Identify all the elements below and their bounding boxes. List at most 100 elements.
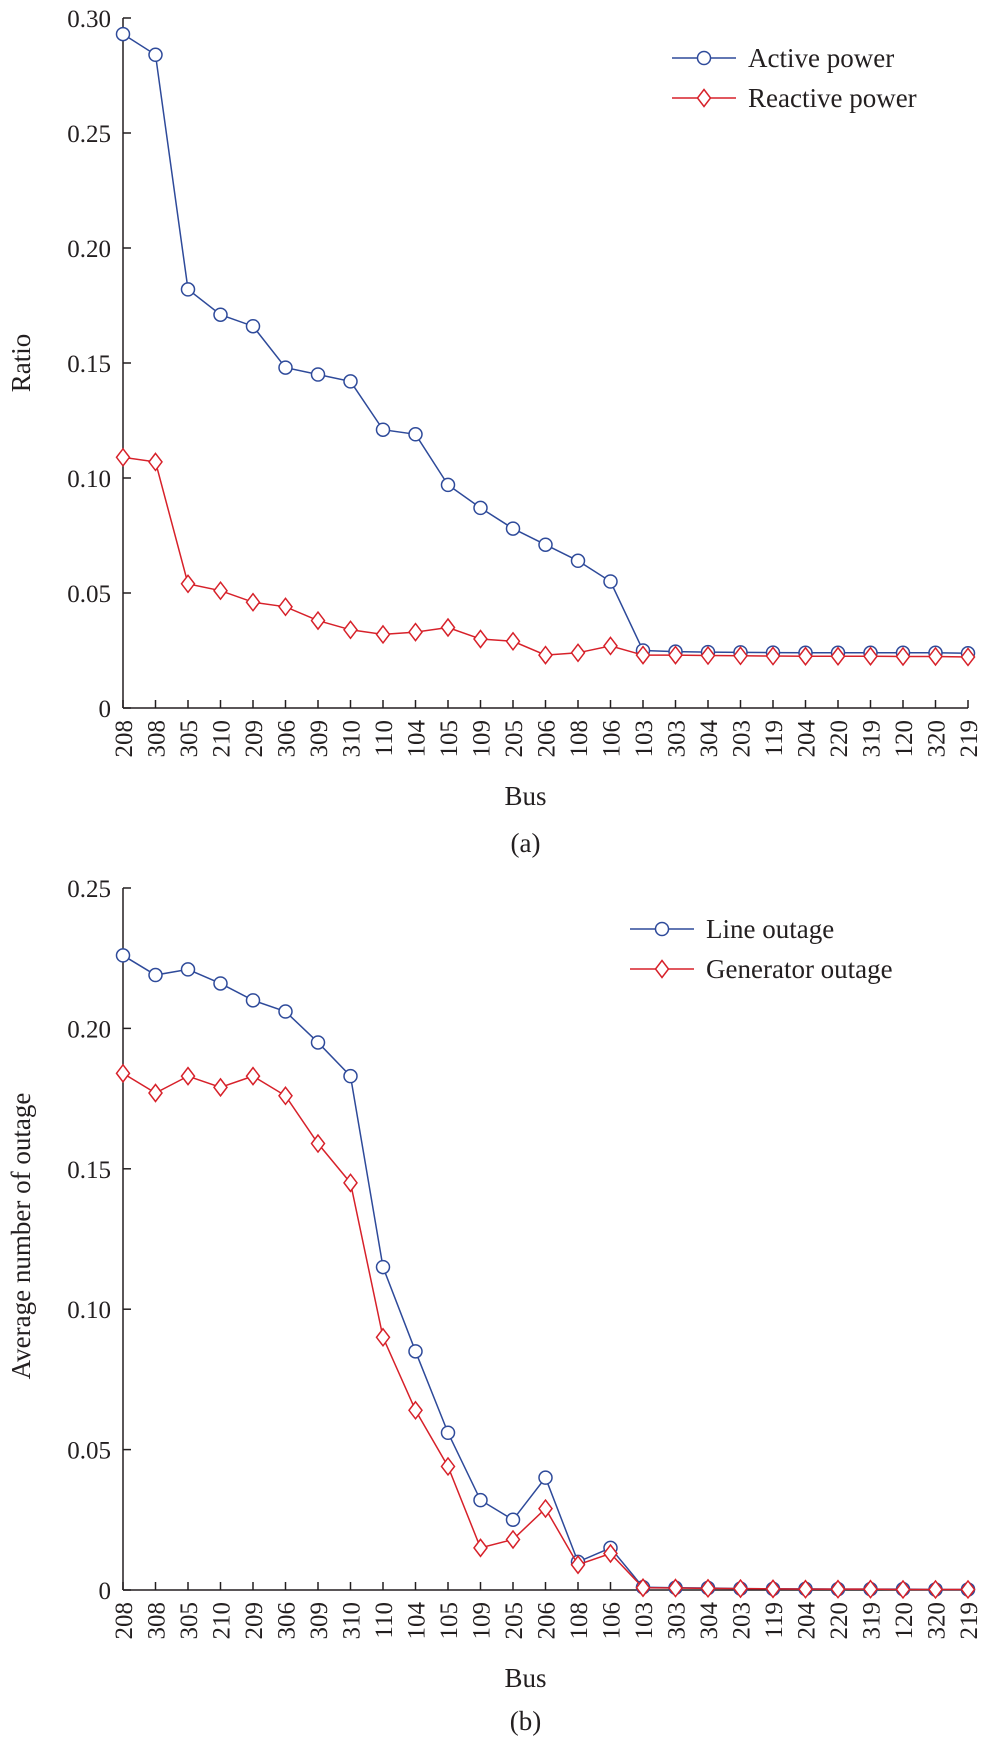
data-point (603, 574, 618, 589)
data-point (245, 318, 261, 334)
x-tick-label: 305 (176, 1602, 203, 1640)
x-tick-label: 205 (501, 1602, 528, 1640)
series-line-0 (122, 954, 968, 1591)
x-tick-label: 103 (631, 720, 658, 758)
data-point (570, 643, 586, 663)
data-point (343, 1068, 358, 1084)
data-point (278, 597, 293, 617)
y-axis-title: Ratio (6, 334, 36, 393)
x-tick-label: 303 (664, 1602, 691, 1640)
data-point (928, 646, 943, 667)
data-point (538, 645, 553, 665)
chart-caption: (b) (510, 1706, 541, 1736)
data-point (733, 646, 748, 666)
data-point (960, 647, 976, 667)
x-tick-label: 304 (696, 1602, 723, 1640)
data-point (180, 962, 196, 977)
x-tick-label: 208 (111, 1602, 138, 1640)
data-point (278, 1004, 293, 1019)
data-point (798, 646, 813, 666)
x-tick-label: 320 (924, 1602, 951, 1640)
data-point (733, 1578, 748, 1599)
data-point (375, 624, 391, 645)
y-axis-title: Average number of outage (6, 1093, 36, 1380)
data-point (115, 447, 131, 468)
data-point (603, 636, 618, 656)
data-point (700, 645, 716, 666)
data-point (278, 360, 293, 375)
x-tick-label: 219 (956, 1602, 983, 1640)
chart-caption: (a) (511, 828, 541, 858)
data-point (505, 521, 521, 536)
x-tick-label: 209 (241, 720, 268, 758)
data-point (245, 993, 261, 1008)
data-point (960, 1579, 976, 1600)
data-point (148, 47, 163, 63)
legend-marker (654, 959, 670, 979)
data-point (115, 948, 131, 963)
data-point (668, 645, 683, 665)
x-tick-label: 109 (469, 720, 496, 758)
legend-label: Line outage (706, 914, 834, 944)
x-tick-label: 203 (729, 720, 756, 758)
x-tick-label: 109 (469, 1602, 496, 1640)
y-tick-label: 0.25 (67, 876, 111, 903)
x-tick-label: 308 (144, 720, 171, 758)
data-point (440, 617, 456, 638)
data-point (213, 307, 228, 322)
data-point (343, 1173, 358, 1193)
data-point (765, 646, 781, 666)
data-point (180, 1066, 196, 1086)
x-tick-label: 204 (794, 720, 821, 758)
data-point (310, 367, 326, 382)
y-tick-label: 0.20 (67, 236, 111, 263)
y-tick-label: 0.30 (67, 6, 111, 33)
data-point (375, 422, 391, 437)
y-tick-label: 0.25 (67, 121, 111, 148)
x-tick-label: 206 (534, 720, 561, 758)
x-tick-label: 119 (761, 720, 788, 757)
y-tick-label: 0 (99, 1578, 112, 1605)
data-point (830, 646, 846, 666)
chart-a: 0 0.05 0.10 0.15 0.20 0.25 0.30 208 308 305 210 209… (6, 6, 983, 858)
data-point (375, 1327, 391, 1348)
data-point (310, 1035, 326, 1050)
x-tick-label: 205 (501, 720, 528, 758)
data-point (375, 1259, 391, 1275)
data-point (473, 500, 488, 516)
data-point (538, 537, 553, 552)
x-tick-label: 309 (306, 720, 333, 758)
x-axis-title: Bus (504, 1663, 546, 1693)
data-point (180, 574, 196, 594)
x-tick-label: 308 (144, 1602, 171, 1640)
data-point (408, 1400, 423, 1421)
x-tick-label: 104 (404, 1602, 431, 1640)
series-line-0 (122, 33, 969, 655)
data-point (115, 26, 131, 42)
x-tick-label: 209 (241, 1602, 268, 1640)
y-tick-label: 0.15 (67, 1157, 111, 1184)
data-point (278, 1086, 293, 1106)
data-point (148, 967, 163, 983)
x-tick-label: 104 (404, 720, 431, 758)
legend-label: Reactive power (748, 83, 917, 113)
y-tick-label: 0.20 (67, 1016, 111, 1043)
data-point (408, 622, 423, 642)
y-tick-label: 0 (99, 696, 112, 723)
x-tick-label: 120 (891, 720, 918, 758)
data-point (408, 427, 423, 442)
x-tick-label: 306 (274, 1602, 301, 1640)
x-tick-label: 103 (631, 1602, 658, 1640)
data-point (505, 631, 521, 652)
x-tick-label: 108 (566, 1602, 593, 1640)
x-tick-label: 309 (306, 1602, 333, 1640)
data-point (408, 1344, 423, 1359)
x-tick-label: 120 (891, 1602, 918, 1640)
data-point (310, 610, 326, 631)
data-point (928, 1579, 943, 1600)
data-point (213, 1077, 228, 1098)
x-tick-label: 203 (729, 1602, 756, 1640)
data-point (343, 620, 358, 640)
data-point (798, 1579, 813, 1599)
